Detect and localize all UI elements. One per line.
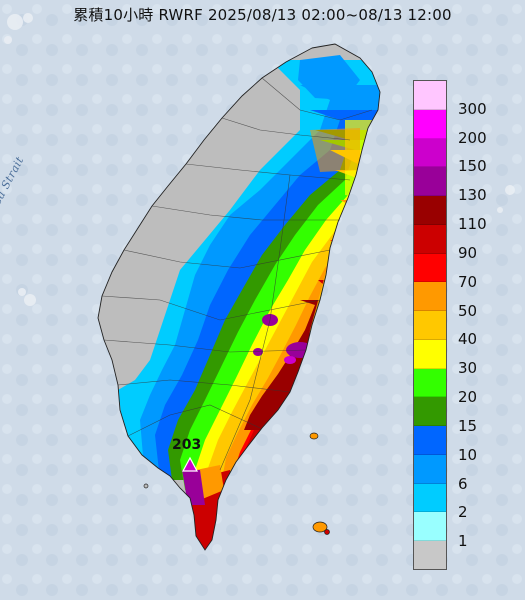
legend-label: 10: [458, 445, 478, 464]
legend-label: 2: [458, 503, 468, 522]
legend-swatch: [414, 512, 446, 542]
legend-swatch: [414, 541, 446, 570]
legend-swatch: [414, 81, 446, 110]
outlying-islands: [143, 432, 330, 535]
legend-swatch: [414, 454, 446, 484]
legend-swatch: [414, 224, 446, 254]
legend-labels: 300 200 150 130 110 90 70 50 40 30 20 15 10 6 2 1: [458, 80, 518, 570]
max-rainfall-value: 203: [172, 437, 202, 453]
legend-label: 15: [458, 416, 478, 435]
map-title: 累積10小時 RWRF 2025/08/13 02:00~08/13 12:00: [73, 6, 452, 24]
legend-label: 20: [458, 388, 478, 407]
legend-label: 300: [458, 99, 487, 118]
legend-label: 40: [458, 330, 478, 349]
county-boundaries: [101, 77, 373, 471]
legend-swatch: [414, 426, 446, 455]
legend-label: 1: [458, 532, 468, 551]
legend-label: 50: [458, 301, 478, 320]
legend-label: 90: [458, 243, 478, 262]
legend-swatch: [414, 196, 446, 225]
legend-swatch: [414, 282, 446, 312]
legend-swatch: [414, 397, 446, 427]
legend-swatch: [414, 339, 446, 369]
legend-label: 150: [458, 157, 487, 176]
legend-swatch: [414, 253, 446, 283]
coastline: [97, 43, 381, 551]
legend-label: 6: [458, 474, 468, 493]
legend-label: 110: [458, 215, 487, 234]
legend-label: 30: [458, 359, 478, 378]
legend-label: 70: [458, 272, 478, 291]
color-legend: [413, 80, 447, 570]
max-rainfall-marker: [181, 456, 199, 472]
legend-swatch: [414, 138, 446, 168]
legend-swatch: [414, 109, 446, 139]
legend-swatch: [414, 368, 446, 398]
legend-swatch: [414, 311, 446, 340]
legend-swatch: [414, 483, 446, 513]
legend-label: 200: [458, 128, 487, 147]
legend-label: 130: [458, 186, 487, 205]
legend-swatch: [414, 167, 446, 197]
basemap-speckles: [4, 13, 515, 306]
